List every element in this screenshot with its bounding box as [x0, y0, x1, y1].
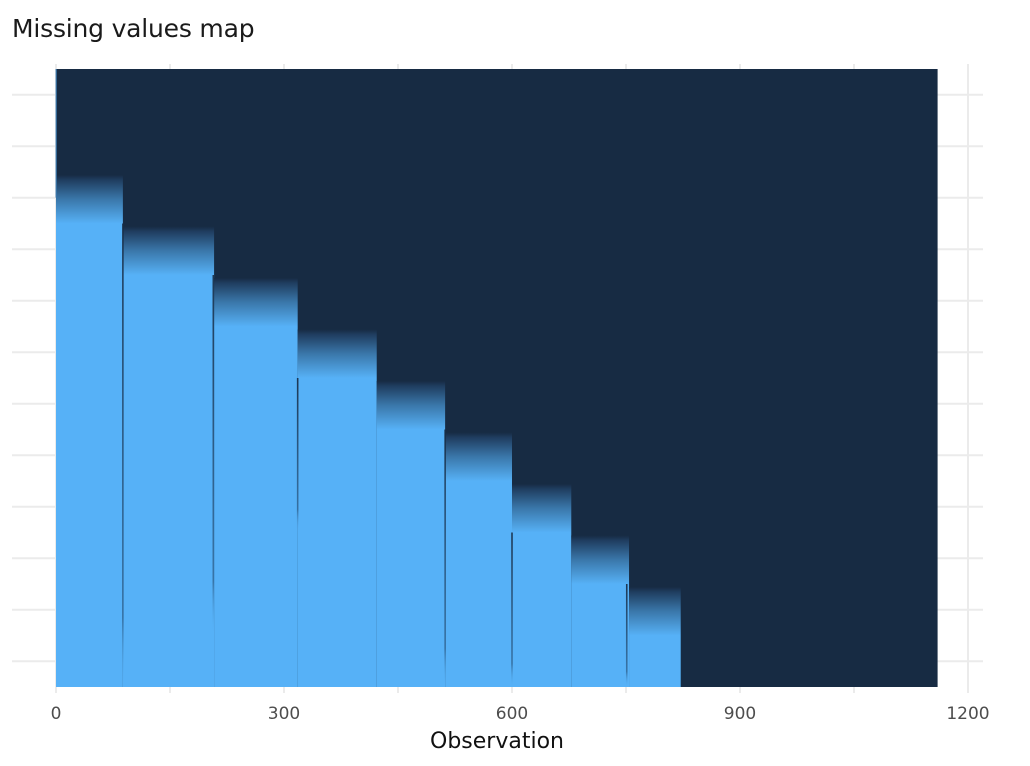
missing-block [214, 326, 298, 687]
missing-block [122, 275, 215, 687]
missing-transition [445, 432, 512, 481]
missing-block [297, 378, 377, 687]
observed-line [122, 223, 124, 687]
missing-transition [122, 226, 215, 275]
missing-transition [376, 381, 446, 430]
left-edge-line [55, 69, 57, 198]
missing-transition [629, 587, 681, 636]
missing-transition [214, 278, 298, 327]
observed-line [625, 584, 628, 687]
missing-block [512, 532, 572, 687]
x-tick-label: 600 [496, 704, 528, 724]
missing-block [376, 429, 446, 687]
missing-transition [56, 175, 123, 224]
missing-block [629, 635, 681, 687]
missing-transition [297, 329, 377, 378]
missing-transition [512, 484, 572, 533]
x-tick-label: 1200 [946, 704, 989, 724]
x-axis-ticks: 0 300 600 900 1200 [51, 704, 990, 724]
x-axis-title: Observation [430, 729, 564, 754]
observed-line [296, 378, 299, 533]
observed-line [212, 275, 215, 636]
missing-block [56, 223, 123, 687]
chart-title: Missing values map [12, 14, 255, 43]
x-tick-label: 900 [724, 704, 756, 724]
missing-block [571, 584, 630, 687]
x-tick-label: 0 [51, 704, 62, 724]
observed-line [511, 532, 513, 687]
missing-block [445, 481, 512, 687]
observed-line [444, 429, 446, 687]
heatmap-tiles [55, 69, 938, 687]
missing-transition [571, 535, 630, 584]
x-tick-label: 300 [268, 704, 300, 724]
